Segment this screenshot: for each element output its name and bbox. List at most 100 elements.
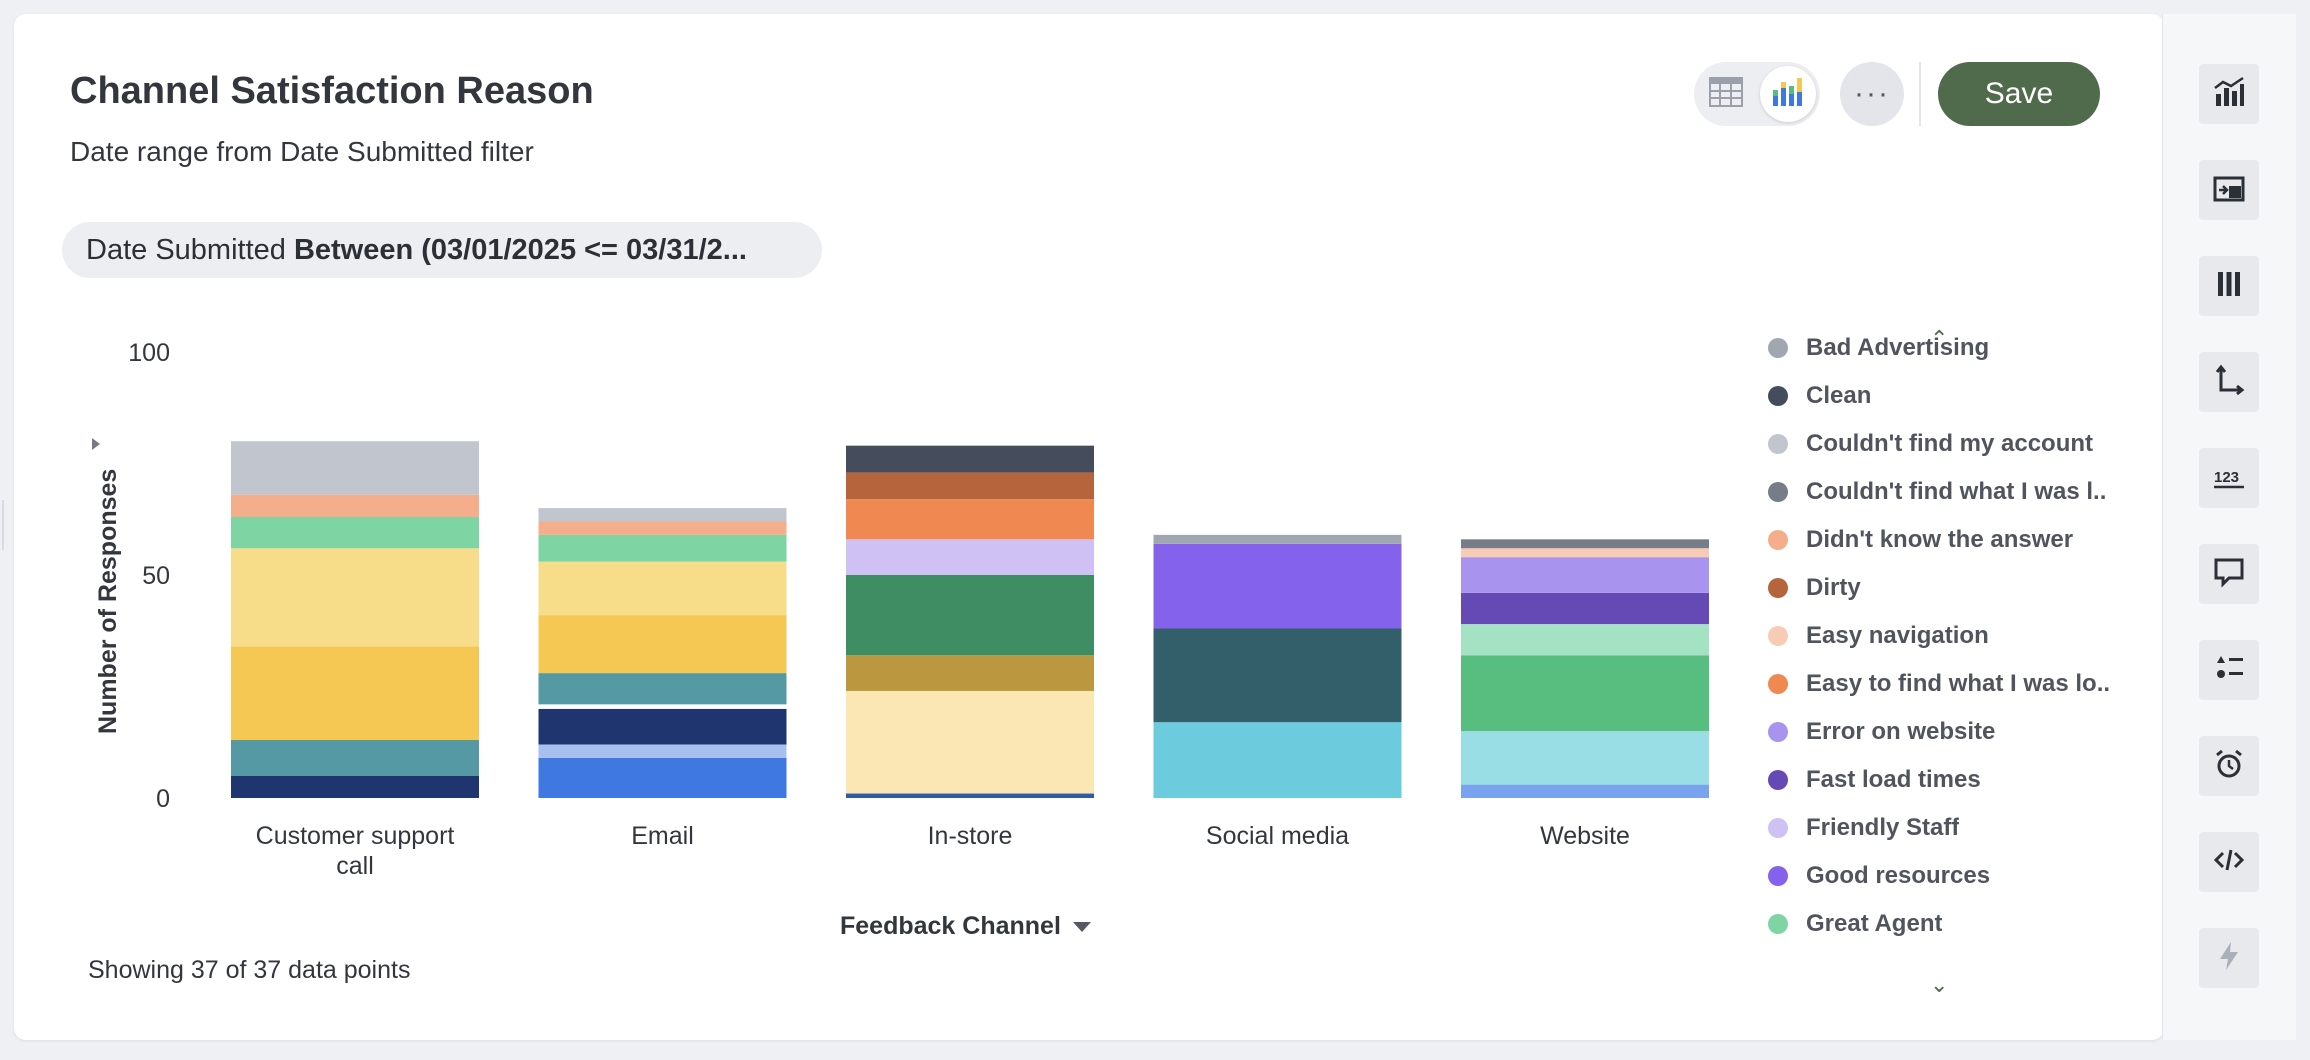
x-tick-label: Website bbox=[1540, 822, 1630, 850]
legend-label: Fast load times bbox=[1806, 766, 1981, 793]
x-tick-label: In-store bbox=[928, 822, 1013, 850]
bar-segment[interactable] bbox=[1153, 534, 1402, 544]
bar-segment[interactable] bbox=[538, 615, 787, 674]
bar-segment[interactable] bbox=[1461, 784, 1709, 798]
bar-segment[interactable] bbox=[846, 445, 1094, 473]
rail-axes-button[interactable] bbox=[2199, 352, 2259, 412]
legend-label: Dirty bbox=[1806, 574, 1861, 601]
bar-segment[interactable] bbox=[1461, 731, 1709, 785]
bar-segment[interactable] bbox=[1153, 722, 1402, 798]
filter-field: Date Submitted bbox=[86, 234, 286, 266]
bar-segment[interactable] bbox=[538, 744, 787, 758]
bar-segment[interactable] bbox=[231, 517, 479, 549]
rail-embed-button[interactable] bbox=[2199, 832, 2259, 892]
bar-segment[interactable] bbox=[231, 740, 479, 776]
view-toggle[interactable] bbox=[1694, 62, 1820, 126]
bar-segment[interactable] bbox=[1461, 592, 1709, 625]
legend-item[interactable]: Easy to find what I was lo.. bbox=[1768, 660, 2148, 708]
rail-columns-button[interactable] bbox=[2199, 256, 2259, 316]
stacked-bar-chart: 0 50 100 Customer support call Email In-store S… bbox=[92, 339, 1709, 880]
bar-segment[interactable] bbox=[846, 690, 1094, 794]
bar-segment[interactable] bbox=[1461, 624, 1709, 656]
legend-item[interactable]: Good resources bbox=[1768, 852, 2148, 900]
legend-dot bbox=[1768, 338, 1788, 358]
rail-comment-button[interactable] bbox=[2199, 544, 2259, 604]
filter-condition: Between (03/01/2025 <= 03/31/2... bbox=[293, 234, 747, 266]
legend-item[interactable]: Easy navigation bbox=[1768, 612, 2148, 660]
legend-dot bbox=[1768, 434, 1788, 454]
legend-dot bbox=[1768, 674, 1788, 694]
y-tick-label: 100 bbox=[128, 339, 170, 367]
legend-dot bbox=[1768, 770, 1788, 790]
bar-segment[interactable] bbox=[538, 673, 787, 705]
date-filter-pill[interactable]: Date Submitted Between (03/01/2025 <= 03… bbox=[62, 222, 822, 278]
bar-segment[interactable] bbox=[1153, 543, 1402, 629]
right-toolbar: 123 bbox=[2162, 14, 2296, 1040]
bar-chart-icon bbox=[1771, 76, 1805, 113]
x-tick-label: Email bbox=[631, 822, 694, 850]
bar-segment[interactable] bbox=[846, 499, 1094, 540]
columns-icon bbox=[2211, 266, 2247, 307]
legend-label: Couldn't find my account bbox=[1806, 430, 2094, 457]
x-axis-selector[interactable]: Feedback Channel bbox=[840, 912, 1091, 941]
bar-segment[interactable] bbox=[538, 521, 787, 535]
legend-item[interactable]: Great Agent bbox=[1768, 900, 2148, 948]
number-format-icon: 123 bbox=[2211, 458, 2247, 499]
bar-segment[interactable] bbox=[846, 575, 1094, 656]
bar-segment[interactable] bbox=[538, 508, 787, 522]
bar-segment[interactable] bbox=[1153, 628, 1402, 723]
bar-segment[interactable] bbox=[1461, 539, 1709, 549]
rail-chart-type-button[interactable] bbox=[2199, 64, 2259, 124]
bar-segment[interactable] bbox=[1461, 655, 1709, 732]
bar-segment[interactable] bbox=[538, 757, 787, 798]
save-button[interactable]: Save bbox=[1938, 62, 2100, 126]
y-axis-label: Number of Responses bbox=[94, 468, 122, 734]
bar-stack bbox=[231, 441, 479, 798]
bar-segment[interactable] bbox=[846, 793, 1094, 798]
bar-segment[interactable] bbox=[231, 548, 479, 647]
rail-lightning-button[interactable] bbox=[2199, 928, 2259, 988]
chart-view-toggle[interactable] bbox=[1760, 66, 1816, 122]
bar-segment[interactable] bbox=[538, 561, 787, 616]
x-axis-label: Feedback Channel bbox=[840, 912, 1061, 940]
bar-segment[interactable] bbox=[538, 534, 787, 562]
legend-scroll-down-icon[interactable]: ⌄ bbox=[1930, 972, 1949, 997]
rail-alert-button[interactable] bbox=[2199, 736, 2259, 796]
legend-item[interactable]: Error on website bbox=[1768, 708, 2148, 756]
legend-dot bbox=[1768, 386, 1788, 406]
bar-segment[interactable] bbox=[231, 441, 479, 495]
chart-card: Channel Satisfaction Reason Date range f… bbox=[14, 14, 2164, 1040]
collapse-handle[interactable] bbox=[0, 500, 4, 550]
list-options-icon bbox=[2211, 650, 2247, 691]
bar-segment[interactable] bbox=[538, 708, 787, 745]
rail-number-format-button[interactable]: 123 bbox=[2199, 448, 2259, 508]
legend-item[interactable]: Couldn't find my account bbox=[1768, 420, 2148, 468]
legend-item[interactable]: Friendly Staff bbox=[1768, 804, 2148, 852]
legend-item[interactable]: Dirty bbox=[1768, 564, 2148, 612]
bar-segment[interactable] bbox=[231, 646, 479, 741]
chart-type-icon bbox=[2211, 74, 2247, 115]
bar-stack bbox=[1461, 539, 1709, 798]
bar-segment[interactable] bbox=[846, 539, 1094, 575]
legend-item[interactable]: Clean bbox=[1768, 372, 2148, 420]
legend-item[interactable]: Didn't know the answer bbox=[1768, 516, 2148, 564]
bar-segment[interactable] bbox=[231, 494, 479, 518]
rail-list-options-button[interactable] bbox=[2199, 640, 2259, 700]
legend-item[interactable]: Couldn't find what I was l.. bbox=[1768, 468, 2148, 516]
legend-scroll-up-icon[interactable]: ⌃ bbox=[1930, 326, 1949, 351]
legend-dot bbox=[1768, 482, 1788, 502]
more-options-button[interactable]: ··· bbox=[1840, 62, 1904, 126]
bar-segment[interactable] bbox=[538, 704, 787, 709]
rail-move-button[interactable] bbox=[2199, 160, 2259, 220]
bar-segment[interactable] bbox=[1461, 557, 1709, 593]
legend-item[interactable]: Fast load times bbox=[1768, 756, 2148, 804]
bar-segment[interactable] bbox=[231, 775, 479, 798]
bar-segment[interactable] bbox=[1461, 548, 1709, 558]
chart-legend[interactable]: Bad Advertising Clean Couldn't find my acc… bbox=[1768, 324, 2148, 964]
bar-segment[interactable] bbox=[846, 472, 1094, 500]
legend-label: Clean bbox=[1806, 382, 1872, 409]
legend-item[interactable]: Bad Advertising bbox=[1768, 324, 2148, 372]
legend-dot bbox=[1768, 818, 1788, 838]
table-view-toggle[interactable] bbox=[1698, 66, 1754, 122]
bar-segment[interactable] bbox=[846, 655, 1094, 691]
